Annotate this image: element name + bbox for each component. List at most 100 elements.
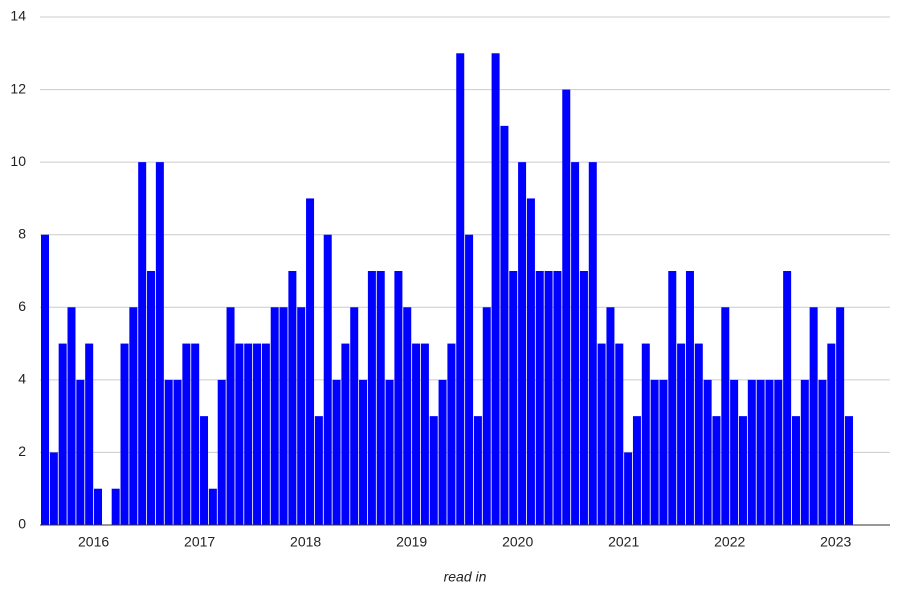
- bar: [650, 379, 659, 525]
- bar: [836, 307, 845, 525]
- y-tick-label: 14: [10, 8, 26, 24]
- bar: [85, 343, 94, 525]
- bar: [244, 343, 253, 525]
- bar: [677, 343, 686, 525]
- bar: [721, 307, 730, 525]
- bar: [429, 416, 438, 525]
- bar: [765, 379, 774, 525]
- bar: [138, 162, 147, 525]
- bar: [624, 452, 633, 525]
- bar: [535, 271, 544, 525]
- x-tick-label: 2017: [184, 534, 215, 550]
- bar: [420, 343, 429, 525]
- bar: [500, 125, 509, 525]
- bar: [844, 416, 853, 525]
- bar: [544, 271, 553, 525]
- bar: [323, 234, 332, 525]
- bar: [332, 379, 341, 525]
- bar: [173, 379, 182, 525]
- bar: [376, 271, 385, 525]
- bar: [473, 416, 482, 525]
- bar: [668, 271, 677, 525]
- bar: [412, 343, 421, 525]
- bar: [800, 379, 809, 525]
- y-tick-label: 0: [18, 516, 26, 532]
- bar: [774, 379, 783, 525]
- bar: [518, 162, 527, 525]
- bar: [341, 343, 350, 525]
- bar: [120, 343, 129, 525]
- bar: [297, 307, 306, 525]
- bar: [465, 234, 474, 525]
- bar: [827, 343, 836, 525]
- bar: [553, 271, 562, 525]
- bar: [76, 379, 85, 525]
- bar: [217, 379, 226, 525]
- bar: [694, 343, 703, 525]
- bar: [659, 379, 668, 525]
- x-tick-label: 2021: [608, 534, 639, 550]
- bar: [58, 343, 67, 525]
- bar: [491, 53, 500, 526]
- bar: [783, 271, 792, 525]
- x-axis-title: read in: [444, 569, 487, 585]
- bar: [394, 271, 403, 525]
- bar: [456, 53, 465, 526]
- bar: [509, 271, 518, 525]
- bar: [562, 89, 571, 526]
- bar: [49, 452, 58, 525]
- x-tick-label: 2016: [78, 534, 109, 550]
- bar: [712, 416, 721, 525]
- bar: [818, 379, 827, 525]
- y-tick-label: 12: [10, 80, 26, 96]
- x-tick-label: 2018: [290, 534, 321, 550]
- y-tick-label: 8: [18, 225, 26, 241]
- bar: [403, 307, 412, 525]
- bar: [367, 271, 376, 525]
- bar: [588, 162, 597, 525]
- x-tick-label: 2023: [820, 534, 851, 550]
- bar: [208, 488, 217, 525]
- bar: [279, 307, 288, 525]
- bar: [632, 416, 641, 525]
- bar: [155, 162, 164, 525]
- x-tick-label: 2020: [502, 534, 533, 550]
- x-tick-label: 2019: [396, 534, 427, 550]
- bar: [226, 307, 235, 525]
- bar: [482, 307, 491, 525]
- y-tick-label: 6: [18, 298, 26, 314]
- bar: [579, 271, 588, 525]
- bar: [359, 379, 368, 525]
- bar: [526, 198, 535, 525]
- x-tick-label: 2022: [714, 534, 745, 550]
- bar: [597, 343, 606, 525]
- bar: [756, 379, 765, 525]
- bar: [809, 307, 818, 525]
- y-tick-label: 10: [10, 153, 26, 169]
- bar: [67, 307, 76, 525]
- bar: [111, 488, 120, 525]
- bar: [164, 379, 173, 525]
- bar: [738, 416, 747, 525]
- bar: [147, 271, 156, 525]
- bar: [261, 343, 270, 525]
- bar: [606, 307, 615, 525]
- bar: [41, 234, 49, 525]
- bar: [306, 198, 315, 525]
- bar: [129, 307, 138, 525]
- bar: [571, 162, 580, 525]
- bar: [94, 488, 103, 525]
- bar: [730, 379, 739, 525]
- bar: [703, 379, 712, 525]
- bar: [314, 416, 323, 525]
- bar: [685, 271, 694, 525]
- bar: [200, 416, 209, 525]
- bar: [438, 379, 447, 525]
- bar: [235, 343, 244, 525]
- y-tick-label: 4: [18, 371, 26, 387]
- bar: [288, 271, 297, 525]
- bar: [191, 343, 200, 525]
- bar: [615, 343, 624, 525]
- bar: [182, 343, 191, 525]
